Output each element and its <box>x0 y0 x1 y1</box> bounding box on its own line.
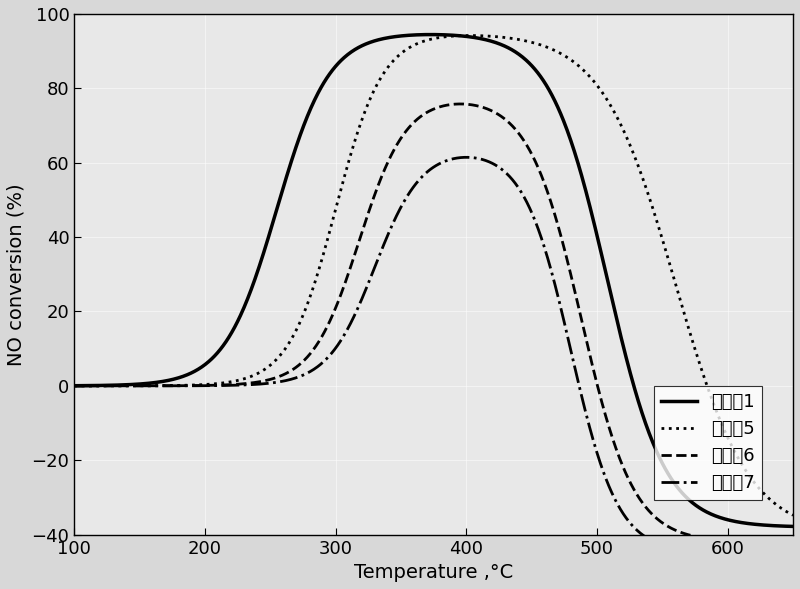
实施例5 <box>386 60 396 67</box>
实施例5 <box>564 55 574 62</box>
实施例6 <box>386 153 396 160</box>
实施例7 <box>143 382 153 389</box>
实施例1 <box>630 388 640 395</box>
实施例7 <box>564 337 574 344</box>
实施例7 <box>788 550 798 557</box>
X-axis label: Temperature ,°C: Temperature ,°C <box>354 563 514 582</box>
实施例5 <box>360 108 370 115</box>
Line: 实施例6: 实施例6 <box>74 104 793 542</box>
实施例7 <box>462 154 471 161</box>
实施例5 <box>644 191 654 198</box>
实施例6 <box>143 382 153 389</box>
实施例5 <box>70 382 79 389</box>
实施例6 <box>456 101 466 108</box>
实施例1 <box>360 41 370 48</box>
实施例6 <box>360 220 370 227</box>
实施例5 <box>630 155 640 162</box>
实施例7 <box>630 525 640 532</box>
Line: 实施例5: 实施例5 <box>74 35 793 515</box>
实施例6 <box>70 382 79 389</box>
Legend: 实施例1, 实施例5, 实施例6, 实施例7: 实施例1, 实施例5, 实施例6, 实施例7 <box>654 386 762 499</box>
Line: 实施例7: 实施例7 <box>74 157 793 553</box>
实施例6 <box>788 538 798 545</box>
实施例6 <box>644 507 654 514</box>
实施例1 <box>426 31 436 38</box>
实施例5 <box>143 382 153 389</box>
实施例1 <box>564 131 574 138</box>
实施例5 <box>788 512 798 519</box>
实施例1 <box>70 382 79 389</box>
实施例7 <box>360 288 370 295</box>
实施例7 <box>644 535 654 542</box>
实施例5 <box>465 32 474 39</box>
实施例1 <box>386 34 396 41</box>
实施例6 <box>630 489 640 496</box>
实施例6 <box>564 262 574 269</box>
实施例7 <box>386 224 396 231</box>
实施例1 <box>788 523 798 530</box>
Y-axis label: NO conversion (%): NO conversion (%) <box>7 183 26 366</box>
实施例7 <box>70 382 79 389</box>
实施例1 <box>143 380 153 387</box>
Line: 实施例1: 实施例1 <box>74 35 793 527</box>
实施例1 <box>644 428 654 435</box>
